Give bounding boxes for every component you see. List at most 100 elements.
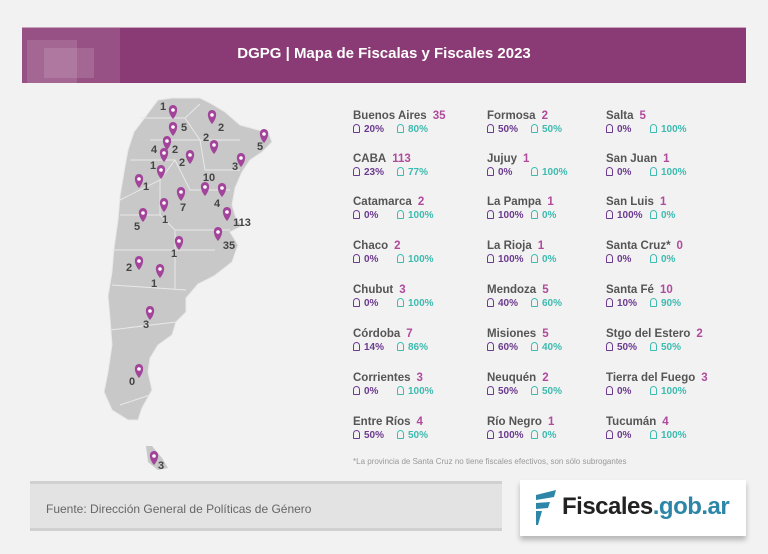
map-pin-dot [162,151,166,155]
male-person-icon [531,342,538,351]
female-person-icon [487,430,494,439]
map-count-label: 3 [232,161,238,173]
province-item: Mendoza 5 40% 60% [487,284,617,309]
map-pin-icon [236,153,246,167]
male-pct: 100% [650,124,687,135]
province-item: Tierra del Fuego 3 0% 100% [606,372,736,397]
map-pin-icon [156,165,166,179]
map-pin-dot [210,113,214,117]
map-pin-icon [200,182,210,196]
map-count-label: 1 [150,160,156,172]
male-pct: 100% [650,167,687,178]
map-count-label: 2 [218,122,224,134]
map-pin-icon [176,187,186,201]
province-count: 1 [659,196,667,208]
province-count: 4 [416,416,423,428]
map-count-label: 2 [203,132,209,144]
female-pct: 23% [353,167,397,178]
province-name: San Juan 1 [606,153,670,165]
male-pct: 80% [397,124,428,135]
province-item: CABA 113 23% 77% [353,153,483,178]
male-person-icon [397,386,404,395]
female-person-icon [353,298,360,307]
female-person-icon [606,210,613,219]
province-item: Neuquén 2 50% 50% [487,372,617,397]
map-pin-icon [213,227,223,241]
province-name: La Rioja 1 [487,240,545,252]
female-pct: 100% [487,254,531,265]
province-item: Río Negro 1 100% 0% [487,416,617,441]
female-person-icon [353,342,360,351]
map-pin-icon [159,148,169,162]
province-name: Catamarca 2 [353,196,425,208]
map-pin-dot [203,185,207,189]
female-pct: 40% [487,298,531,309]
province-name: Chaco 2 [353,240,401,252]
male-person-icon [531,124,538,133]
female-pct: 0% [487,167,531,178]
female-person-icon [353,254,360,263]
province-item: Córdoba 7 14% 86% [353,328,483,353]
map-pin-dot [220,186,224,190]
province-count: 1 [537,240,545,252]
province-name: Salta 5 [606,110,646,122]
source-text: Fuente: Dirección General de Políticas d… [46,502,312,516]
female-person-icon [606,167,613,176]
male-person-icon [397,298,404,307]
female-person-icon [353,167,360,176]
male-pct: 50% [531,124,562,135]
map-pin-icon [207,110,217,124]
male-person-icon [650,430,657,439]
province-item: Formosa 2 50% 50% [487,110,617,135]
province-item: Entre Ríos 4 50% 50% [353,416,483,441]
province-count: 2 [542,372,549,384]
map-count-label: 4 [151,144,158,156]
female-person-icon [487,124,494,133]
province-item: Jujuy 1 0% 100% [487,153,617,178]
map-pin-icon [155,264,165,278]
male-pct: 40% [531,342,562,353]
province-count: 0 [676,240,683,252]
male-person-icon [650,124,657,133]
female-person-icon [353,386,360,395]
male-person-icon [650,254,657,263]
male-person-icon [650,298,657,307]
province-count: 3 [399,284,406,296]
map-pin-icon [259,129,269,143]
province-name: Entre Ríos 4 [353,416,423,428]
province-name: Buenos Aires 35 [353,110,446,122]
map-pin-icon [134,256,144,270]
map-count-label: 1 [143,181,149,193]
province-count: 2 [394,240,401,252]
female-pct: 0% [606,124,650,135]
map-pin-dot [212,143,216,147]
female-pct: 14% [353,342,397,353]
province-item: Chaco 2 0% 100% [353,240,483,265]
male-person-icon [650,386,657,395]
map-pin-dot [159,168,163,172]
female-pct: 0% [353,298,397,309]
province-count: 3 [701,372,708,384]
province-count: 2 [417,196,425,208]
male-person-icon [531,210,538,219]
map-count-label: 2 [179,157,185,169]
map-count-label: 0 [129,376,135,388]
male-person-icon [397,254,404,263]
province-name: La Pampa 1 [487,196,554,208]
province-item: Salta 5 0% 100% [606,110,736,135]
fiscales-logo[interactable]: Fiscales.gob.ar [520,480,746,536]
source-box: Fuente: Dirección General de Políticas d… [28,479,504,533]
province-name: Córdoba 7 [353,328,413,340]
map-count-label: 1 [160,101,166,113]
province-count: 1 [663,153,670,165]
male-pct: 0% [531,254,556,265]
map-pin-dot [158,267,162,271]
map-pin-dot [262,132,266,136]
province-item: Misiones 5 60% 40% [487,328,617,353]
female-person-icon [487,210,494,219]
female-person-icon [487,342,494,351]
province-count: 2 [696,328,703,340]
province-item: San Juan 1 0% 100% [606,153,736,178]
province-item: Santa Cruz* 0 0% 0% [606,240,736,265]
province-item: Buenos Aires 35 20% 80% [353,110,483,135]
